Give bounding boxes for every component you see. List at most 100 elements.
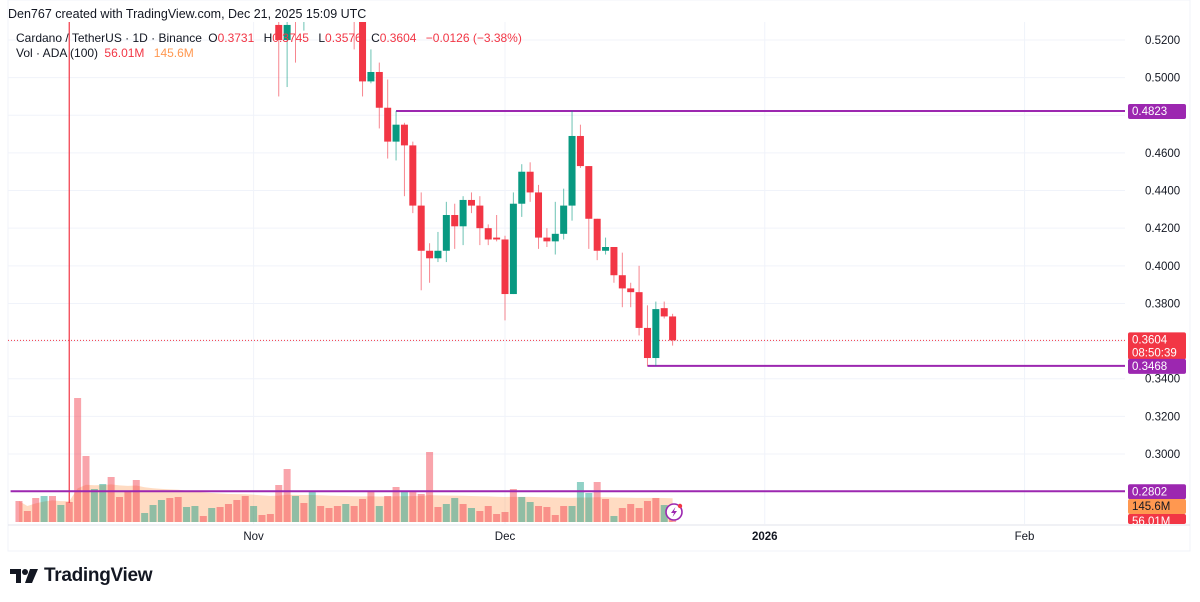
volume-bar [350,506,358,522]
volume-bar [459,504,467,522]
time-axis[interactable]: Nov Dec 2026 Feb [243,531,1034,543]
volume-bar [627,504,635,522]
lightning-icon[interactable] [665,503,683,521]
candle [509,192,517,295]
candle [392,110,400,161]
symbol-title[interactable]: Cardano / TetherUS · 1D · Binance [16,31,202,45]
volume-ma-tag-text: 145.6M [1132,501,1170,513]
volume-bar [551,515,559,522]
volume-bar [518,497,526,522]
candle [643,305,651,366]
candle-body [660,308,668,317]
high-value: 0.3745 [272,31,309,45]
price-tick-label: 0.3400 [1145,374,1180,386]
last-price-tag-text: 0.3604 [1132,334,1168,346]
candle [417,192,425,291]
volume-bar [618,508,626,522]
volume-bar [15,501,23,522]
candle [593,218,601,261]
level-high-tag-bg [1128,103,1186,119]
candle-body [627,288,635,293]
volume-bar [476,511,484,522]
candle-body [426,250,434,259]
volume-bar [32,498,40,522]
volume-bar [593,482,601,522]
candle [610,246,618,283]
tradingview-logo[interactable]: TradingView [10,565,153,587]
price-axis[interactable]: 0.5200 0.5000 0.4600 0.4400 0.4200 0.4000 0.38… [1145,35,1180,461]
candle [353,22,355,50]
volume-bar [568,506,576,522]
level-vol-tag: 0.2802 [1128,484,1186,500]
candle-body [367,71,375,82]
volume-bar [635,508,643,522]
volume-bar [199,516,207,522]
candle-body [375,71,383,108]
candle [384,79,392,159]
candle-body [543,237,551,242]
volume-bar [300,503,308,522]
volume-bar [400,492,408,522]
volume-bar [116,497,124,522]
candle [543,228,551,247]
volume-bar [183,507,191,522]
open-label: O [208,31,218,45]
candle [652,301,660,366]
candle-body [509,203,517,295]
volume-bar [191,506,199,522]
candle [426,243,434,283]
candle [669,313,677,346]
price-tick-label: 0.3200 [1145,411,1180,423]
time-tick-label: Dec [495,531,516,543]
candle-body [602,246,610,251]
volume-title[interactable]: Vol · ADA (100) [16,46,99,60]
volume-bar [233,500,241,522]
change-value: −0.0126 (−3.38%) [425,31,522,45]
volume-bar [417,494,425,522]
candle-body [526,171,534,193]
volume-bar [216,507,224,522]
volume-last-tag: 56.01M [1128,514,1186,528]
candle-body [560,205,568,234]
volume-bar [392,487,400,522]
candle-body [459,199,467,227]
open-value: 0.3731 [217,31,255,45]
volume-pane [15,398,677,522]
volume-bar [576,482,584,522]
candle [585,166,593,249]
candle-body [576,135,584,167]
candle-body [283,24,291,40]
volume-bar [283,469,291,522]
price-tick-label: 0.5200 [1145,35,1180,47]
volume-bar [610,516,618,522]
tradingview-logo-icon [10,569,38,583]
volume-bar [208,508,216,522]
drawings[interactable] [8,22,1125,503]
volume-bar [602,499,610,522]
level-low-tag: 0.3468 [1128,358,1186,374]
volume-bar [57,505,65,522]
volume-bar [660,505,668,522]
chart-frame [7,0,1191,552]
candle-body [635,292,643,328]
candle-body [467,199,475,206]
volume-bar [224,504,232,522]
candle [576,124,584,168]
volume-bar [509,489,517,522]
candle-body [501,239,509,295]
candle [367,49,375,84]
candle [476,196,484,246]
grid [7,0,1191,552]
price-tick-label: 0.4400 [1145,186,1180,198]
candle [484,224,492,246]
close-value: 0.3604 [379,31,417,45]
volume-bar [166,498,174,522]
candle-body [643,327,651,359]
candle [493,215,501,242]
candle-body [535,192,543,238]
candle-body [476,205,484,229]
volume-bar [124,492,132,522]
volume-bar [174,497,182,522]
volume-ma-value: 145.6M [153,46,194,60]
